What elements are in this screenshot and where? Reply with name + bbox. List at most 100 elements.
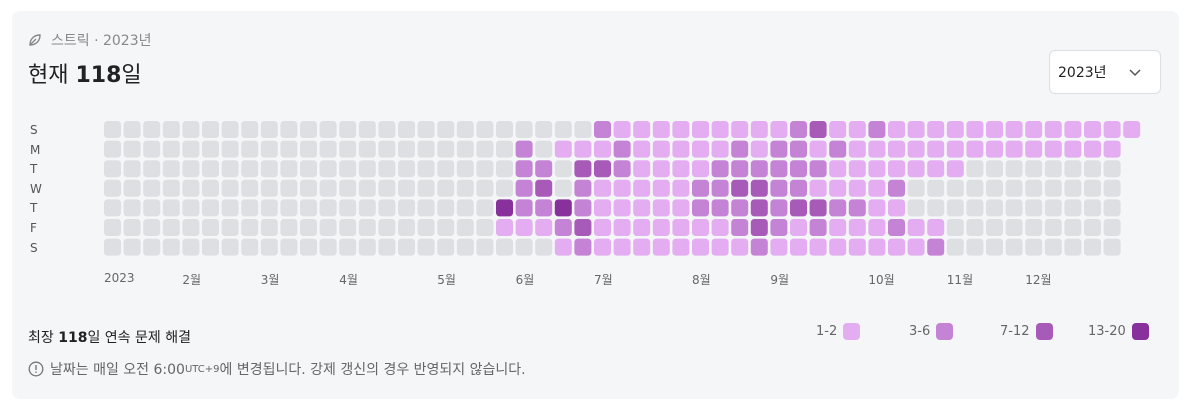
legend-swatch bbox=[1131, 323, 1149, 340]
heatmap-cell bbox=[868, 179, 886, 197]
heatmap-cell bbox=[1064, 121, 1082, 138]
heatmap-cell bbox=[731, 121, 749, 138]
heatmap-cell bbox=[750, 121, 768, 138]
heatmap-cell bbox=[417, 238, 435, 256]
heatmap-cell bbox=[123, 140, 141, 158]
heatmap-cell bbox=[1025, 238, 1043, 256]
heatmap-cell bbox=[750, 199, 768, 217]
heatmap-cell bbox=[672, 199, 690, 217]
heatmap-cell bbox=[456, 160, 474, 178]
heatmap-cell bbox=[143, 179, 161, 197]
weekday-label: W bbox=[30, 181, 42, 196]
heatmap-cell bbox=[456, 140, 474, 158]
heatmap-cell bbox=[123, 238, 141, 256]
heatmap-cell bbox=[143, 219, 161, 236]
heatmap-cell bbox=[476, 238, 494, 256]
heatmap-cell bbox=[829, 140, 847, 158]
heatmap-cell bbox=[633, 121, 651, 138]
heatmap-cell bbox=[339, 121, 357, 138]
heatmap-cell bbox=[888, 199, 905, 217]
heatmap-cell bbox=[260, 219, 278, 236]
longest-streak-count: 118 bbox=[58, 330, 88, 346]
heatmap-cell bbox=[731, 238, 749, 256]
heatmap-cell bbox=[339, 199, 357, 217]
heatmap-cell bbox=[398, 179, 415, 197]
heatmap-cell bbox=[966, 219, 984, 236]
heatmap-cell bbox=[260, 199, 278, 217]
heatmap-cell bbox=[104, 140, 121, 158]
heatmap-cell bbox=[790, 219, 807, 236]
heatmap-cell bbox=[633, 219, 651, 236]
heatmap-cell bbox=[946, 121, 964, 138]
heatmap-cell bbox=[594, 199, 611, 217]
heatmap-cell bbox=[202, 219, 219, 236]
heatmap-cell bbox=[1044, 179, 1062, 197]
heatmap-cell bbox=[1084, 160, 1101, 178]
heatmap-cell bbox=[829, 121, 847, 138]
stat-suffix: 일 연속 문제 해결 bbox=[87, 330, 191, 346]
heatmap-cell bbox=[378, 179, 396, 197]
heatmap-cell bbox=[829, 179, 847, 197]
heatmap-cell bbox=[339, 160, 357, 178]
heatmap-cell bbox=[319, 160, 337, 178]
heatmap-cell bbox=[927, 121, 945, 138]
heatmap-cell bbox=[182, 140, 200, 158]
heatmap-cell bbox=[280, 219, 298, 236]
heatmap-cell bbox=[574, 219, 592, 236]
heatmap-cell bbox=[1084, 219, 1101, 236]
legend-item: 3-6 bbox=[909, 323, 954, 340]
heatmap-cell bbox=[182, 179, 200, 197]
heatmap-cell bbox=[1025, 179, 1043, 197]
heatmap-cell bbox=[104, 199, 121, 217]
month-label: 12월 bbox=[1025, 273, 1052, 287]
heatmap-cell bbox=[535, 238, 553, 256]
heatmap-cell bbox=[1005, 199, 1023, 217]
heatmap-cell bbox=[260, 238, 278, 256]
heatmap-cell bbox=[241, 160, 259, 178]
month-label: 11월 bbox=[946, 273, 974, 287]
heatmap-cell bbox=[496, 199, 513, 217]
heatmap-cell bbox=[535, 219, 553, 236]
heatmap-cell bbox=[594, 179, 611, 197]
heatmap-cell bbox=[946, 219, 964, 236]
heatmap-cell bbox=[398, 121, 415, 138]
heatmap-cell bbox=[182, 219, 200, 236]
heatmap-cell bbox=[221, 179, 239, 197]
heatmap-cell bbox=[339, 219, 357, 236]
weekday-label: T bbox=[30, 201, 38, 216]
heatmap-cell bbox=[241, 179, 259, 197]
legend-swatch bbox=[843, 323, 861, 340]
heatmap-cell bbox=[358, 179, 376, 197]
heatmap-cell bbox=[966, 160, 984, 178]
heatmap-cell bbox=[868, 219, 886, 236]
heatmap-cell bbox=[319, 121, 337, 138]
heatmap-cell bbox=[868, 199, 886, 217]
heatmap-cell bbox=[554, 179, 572, 197]
heatmap-cell bbox=[613, 140, 631, 158]
heatmap-cell bbox=[398, 219, 415, 236]
heatmap-cell bbox=[790, 238, 807, 256]
heatmap-cell bbox=[692, 199, 709, 217]
heatmap-cell bbox=[594, 219, 611, 236]
heatmap-cell bbox=[594, 238, 611, 256]
legend-item: 7-12 bbox=[1000, 323, 1053, 340]
heatmap-cell bbox=[496, 160, 513, 178]
heatmap-cell bbox=[613, 219, 631, 236]
heatmap-cell bbox=[692, 140, 709, 158]
heatmap-cell bbox=[966, 179, 984, 197]
heatmap-cell bbox=[535, 199, 553, 217]
heatmap-cell bbox=[535, 179, 553, 197]
heatmap-cell bbox=[162, 199, 180, 217]
heatmap-cell bbox=[809, 160, 827, 178]
streak-header-label: 스트릭 · 2023년 bbox=[51, 33, 152, 49]
heatmap-cell bbox=[437, 219, 455, 236]
heatmap-cell bbox=[143, 140, 161, 158]
heatmap-cell bbox=[927, 160, 945, 178]
legend-label: 13-20 bbox=[1088, 324, 1126, 339]
heatmap-cell bbox=[1064, 179, 1082, 197]
year-select[interactable]: 2023년 bbox=[1049, 50, 1161, 94]
heatmap-cell bbox=[300, 238, 317, 256]
heatmap-cell bbox=[260, 121, 278, 138]
weekday-label: T bbox=[30, 162, 38, 177]
heatmap-cell bbox=[378, 160, 396, 178]
